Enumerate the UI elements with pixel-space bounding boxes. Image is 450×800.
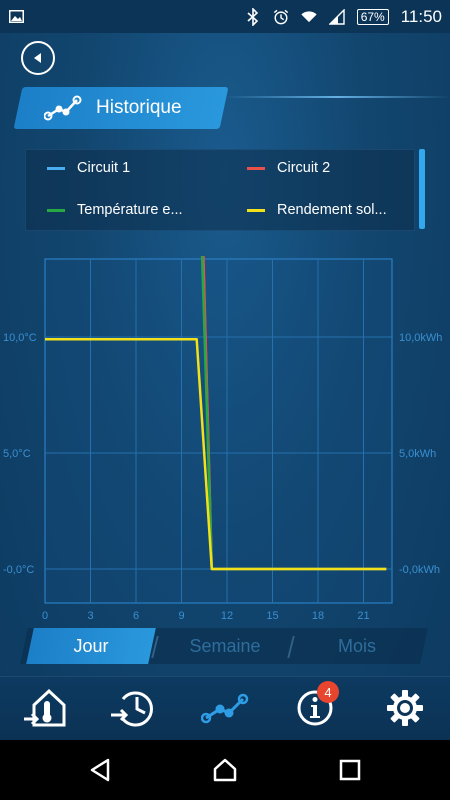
header-glow <box>224 96 450 98</box>
legend-item-rendement: Rendement sol... <box>247 202 387 218</box>
graph-nodes-icon <box>44 95 82 121</box>
legend-swatch <box>247 166 265 170</box>
x-tick-label: 12 <box>221 610 233 622</box>
legend-swatch <box>47 166 65 170</box>
back-arrow-icon <box>34 53 41 63</box>
bluetooth-icon <box>245 7 261 26</box>
legend-swatch <box>247 208 265 212</box>
legend-swatch <box>47 208 65 212</box>
y-tick-label-left: 5,0°C <box>3 448 31 460</box>
x-tick-label: 3 <box>87 610 93 622</box>
nav-schedule-button[interactable] <box>108 683 158 733</box>
page-header: Historique <box>44 87 182 129</box>
image-icon <box>8 9 24 25</box>
schedule-clock-icon <box>111 691 153 727</box>
home-thermometer-icon <box>24 688 66 727</box>
nav-settings-button[interactable] <box>380 683 430 733</box>
x-tick-label: 21 <box>357 610 369 622</box>
bottom-navigation <box>0 676 450 740</box>
system-recents-button[interactable] <box>328 748 372 792</box>
x-tick-label: 9 <box>178 610 184 622</box>
y-tick-label-left: 10,0°C <box>3 332 37 344</box>
system-home-button[interactable] <box>203 748 247 792</box>
info-icon <box>297 690 333 726</box>
nav-info-button[interactable] <box>290 683 340 733</box>
legend-item-circuit-1: Circuit 1 <box>47 160 130 176</box>
x-tick-label: 6 <box>133 610 139 622</box>
legend-label: Circuit 1 <box>77 160 131 176</box>
notification-badge: 4 <box>317 681 339 703</box>
plot-frame <box>44 258 393 604</box>
history-graph-icon <box>201 693 249 724</box>
app-screen: Historique Circuit 1 Circuit 2 Températu… <box>0 33 450 740</box>
recents-square-icon <box>339 759 361 781</box>
signal-icon <box>328 8 345 25</box>
x-tick-label: 15 <box>266 610 278 622</box>
y-tick-label-left: -0,0°C <box>3 564 34 576</box>
tab-mois[interactable]: Mois <box>337 635 376 656</box>
legend-item-temperature: Température e... <box>47 202 183 218</box>
nav-history-button[interactable] <box>200 683 250 733</box>
chart-legend <box>25 149 415 231</box>
system-back-button[interactable] <box>78 748 122 792</box>
home-icon <box>213 758 237 782</box>
battery-icon: 67% <box>356 8 389 25</box>
y-tick-label-right: 10,0kWh <box>399 332 442 344</box>
tab-semaine[interactable]: Semaine <box>189 635 261 656</box>
history-chart[interactable]: 0 3 6 9 12 15 18 21 -0,0°C -0,0kWh 5,0°C 5,0kWh 10,0… <box>0 256 450 626</box>
tab-jour[interactable]: Jour <box>73 635 109 656</box>
x-tick-label: 18 <box>312 610 324 622</box>
back-button[interactable] <box>21 41 55 75</box>
settings-gear-icon <box>387 690 423 726</box>
x-tick-label: 0 <box>42 610 48 622</box>
legend-label: Température e... <box>77 202 183 218</box>
page-title: Historique <box>96 97 182 118</box>
system-navigation-bar <box>0 740 450 800</box>
clock: 11:50 <box>400 6 442 26</box>
y-tick-label-right: 5,0kWh <box>399 448 436 460</box>
wifi-icon <box>301 9 317 25</box>
legend-item-circuit-2: Circuit 2 <box>247 160 330 176</box>
back-triangle-icon <box>90 758 110 782</box>
legend-scrollbar[interactable] <box>419 149 425 229</box>
series-line-4 <box>45 338 387 571</box>
y-tick-label-right: -0,0kWh <box>399 564 440 576</box>
nav-home-button[interactable] <box>20 683 70 733</box>
alarm-icon <box>273 9 289 25</box>
legend-label: Rendement sol... <box>277 202 387 218</box>
legend-label: Circuit 2 <box>277 160 331 176</box>
status-bar: 67% 11:50 <box>0 0 450 33</box>
